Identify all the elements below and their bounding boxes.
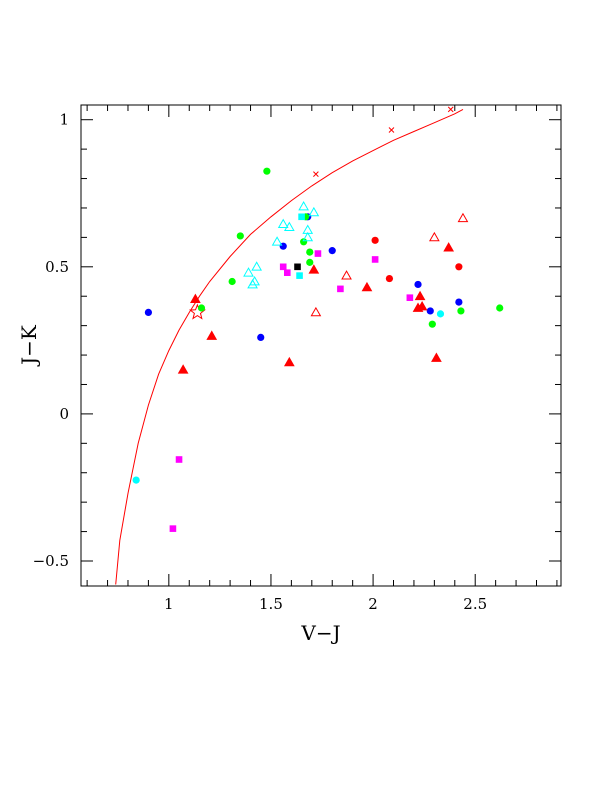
data-point-circle	[236, 232, 244, 240]
data-point-square	[175, 456, 183, 463]
data-point-triangle	[177, 364, 189, 374]
data-point-circle	[144, 308, 153, 317]
axis-ticks	[81, 105, 561, 586]
data-point-triangle-open	[298, 200, 309, 211]
data-point-circle	[428, 320, 436, 328]
data-point-circle	[306, 248, 314, 256]
tick-labels: 1 1.5 2 2.5 1 0.5 0 −0.5	[33, 111, 488, 613]
data-point-circle	[385, 274, 394, 283]
data-point-triangle	[308, 264, 320, 274]
data-point-triangle	[414, 290, 426, 301]
data-point-triangle-open	[277, 218, 289, 229]
x-tick-label: 1.5	[259, 595, 283, 613]
data-point-circle	[455, 298, 463, 306]
data-point-circle	[328, 247, 336, 255]
data-point-square	[337, 285, 344, 293]
curve-x-marker	[388, 127, 395, 133]
x-axis-label: V−J	[300, 621, 340, 645]
y-tick-label: −0.5	[33, 552, 69, 570]
data-point-triangle-open	[429, 231, 440, 242]
data-point-triangle	[206, 330, 218, 340]
curve-x-marker	[447, 106, 454, 113]
data-point-square	[406, 294, 414, 301]
data-point-square	[283, 269, 291, 276]
data-point-square	[294, 263, 301, 271]
y-tick-label: 1	[59, 111, 69, 129]
x-tick-label: 2.5	[463, 595, 487, 613]
x-tick-label: 2	[368, 595, 378, 613]
data-point-triangle-open	[302, 231, 314, 242]
data-point-triangle-open	[271, 236, 283, 246]
data-point-square	[169, 525, 177, 532]
data-point-square	[298, 213, 305, 221]
data-point-circle	[197, 304, 206, 312]
data-point-triangle-open	[310, 306, 322, 317]
data-point-circle	[263, 167, 271, 175]
data-point-circle	[496, 304, 504, 312]
data-point-square	[279, 263, 287, 271]
data-point-triangle	[431, 352, 442, 362]
data-point-circle	[132, 476, 140, 484]
data-point-triangle-open	[243, 267, 254, 277]
model-curve	[115, 108, 464, 585]
model-curve-layer	[115, 106, 464, 585]
data-point-triangle	[361, 281, 373, 292]
data-point-triangle	[416, 301, 428, 311]
x-tick-label: 1	[164, 595, 174, 613]
data-point-square	[314, 250, 322, 257]
data-point-square	[296, 272, 303, 279]
data-point-circle	[257, 333, 265, 342]
data-point-triangle-open	[308, 206, 320, 217]
data-point-triangle	[283, 356, 295, 367]
data-point-circle	[414, 280, 422, 289]
data-point-square	[371, 256, 379, 263]
y-axis-label: J−K	[17, 324, 41, 367]
data-points-layer	[132, 167, 504, 532]
data-point-circle	[455, 263, 463, 271]
data-point-triangle-open	[457, 212, 469, 223]
data-point-triangle-open	[283, 221, 295, 231]
y-tick-label: 0	[59, 405, 69, 423]
data-point-triangle-open	[249, 276, 260, 286]
data-point-triangle-open	[341, 270, 352, 280]
curve-x-marker	[313, 171, 319, 177]
plot-frame	[80, 104, 562, 587]
data-point-circle	[300, 238, 308, 246]
data-point-triangle-open	[251, 261, 263, 271]
data-point-triangle	[190, 293, 201, 304]
data-point-circle	[306, 258, 314, 266]
data-point-circle	[228, 277, 236, 286]
data-point-circle	[457, 307, 465, 315]
data-point-triangle	[443, 242, 455, 252]
y-tick-label: 0.5	[45, 258, 69, 276]
data-point-circle	[436, 310, 445, 318]
data-point-circle	[371, 236, 379, 244]
data-point-circle	[426, 307, 434, 315]
